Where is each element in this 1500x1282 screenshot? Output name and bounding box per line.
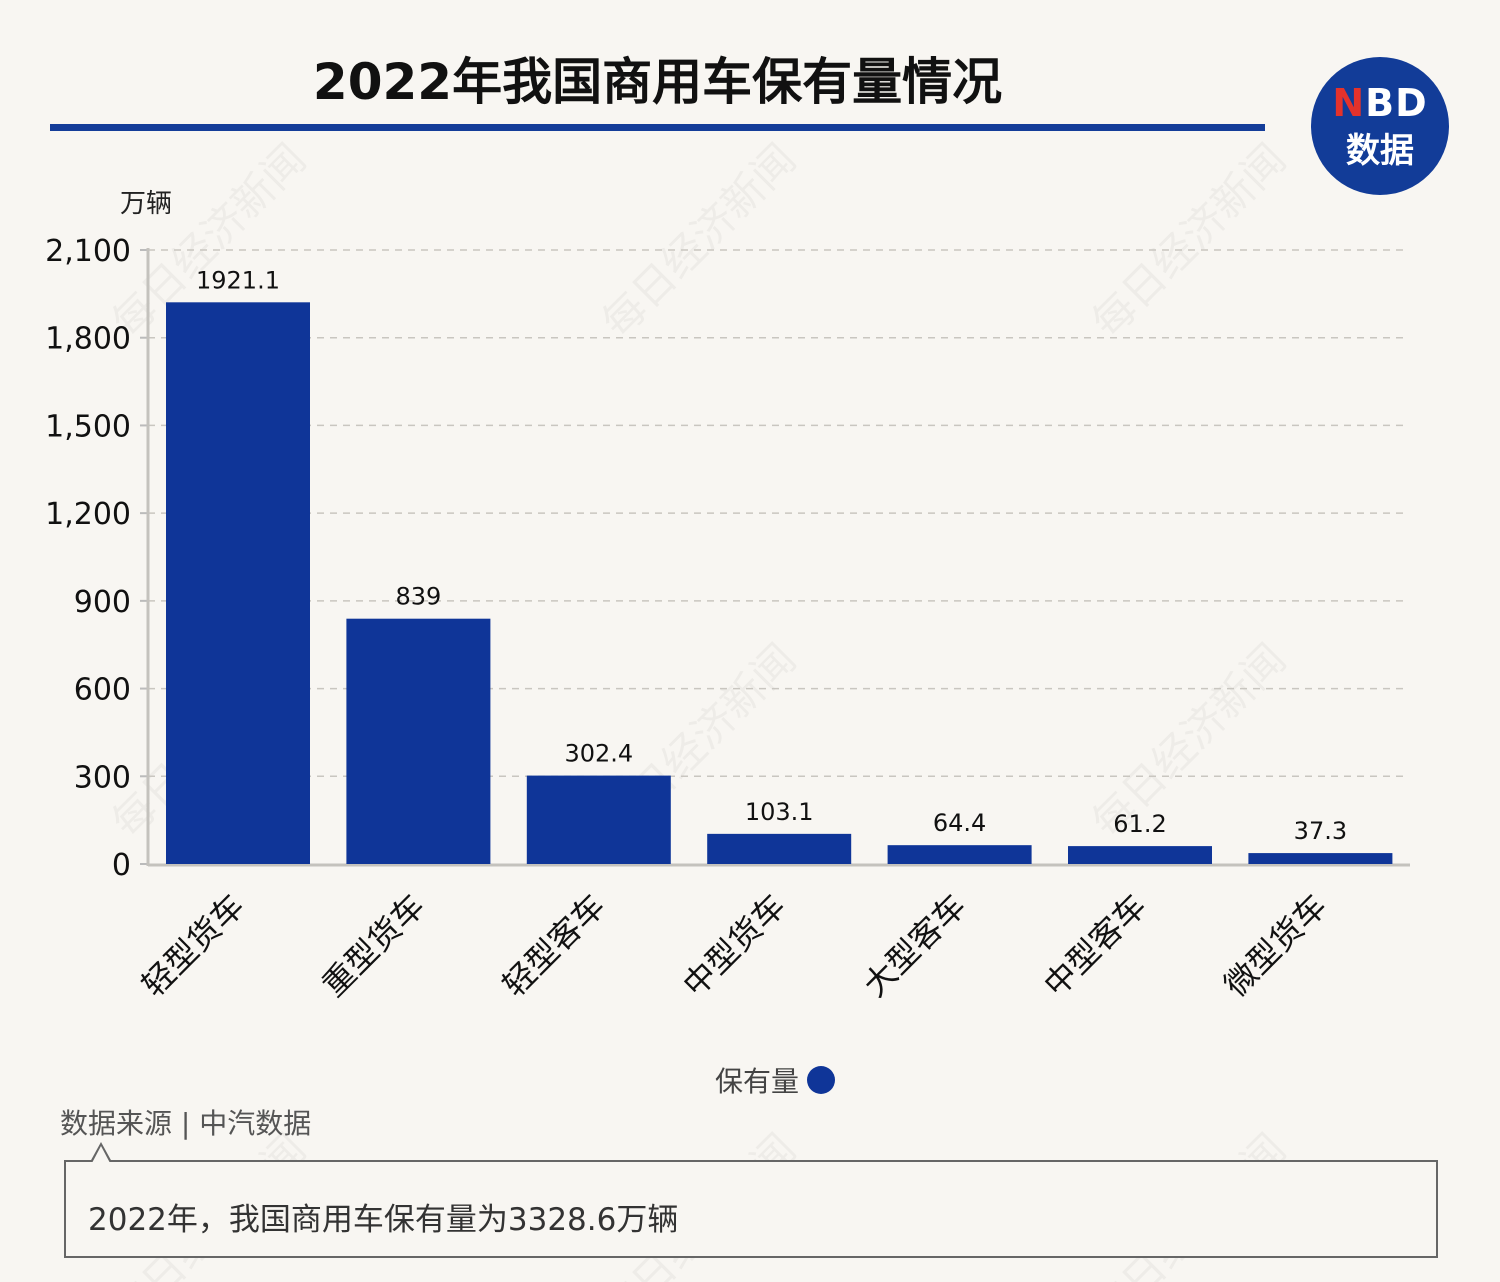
x-tick-label: 大型客车: [856, 887, 973, 1004]
gridlines: [140, 249, 1405, 865]
data-label: 1921.1: [196, 266, 280, 294]
logo-bottom-text: 数据: [1346, 131, 1414, 171]
axes: [146, 248, 1410, 867]
legend-swatch: [807, 1066, 836, 1094]
data-labels: 1921.1 839 302.4 103.1 64.4 61.2 37.3: [196, 266, 1347, 845]
y-tick-label: 300: [74, 760, 131, 795]
y-axis-unit: 万辆: [120, 189, 172, 219]
y-tick-label: 900: [74, 585, 131, 620]
logo-top-text: NBD: [1332, 81, 1428, 125]
bar-3: [707, 833, 852, 864]
x-tick-label: 重型货车: [315, 887, 432, 1004]
bar-1: [346, 618, 491, 864]
bar-6: [1248, 853, 1393, 864]
x-tick-label: 微型货车: [1217, 887, 1334, 1004]
nbd-logo: NBD 数据: [1311, 57, 1449, 195]
watermark-text: 每日经济新闻: [1082, 134, 1295, 347]
y-tick-label: 2,100: [45, 234, 131, 269]
y-tick-label: 1,500: [45, 409, 131, 444]
y-tick-label: 0: [112, 848, 131, 883]
data-label: 302.4: [564, 740, 633, 768]
data-label: 61.2: [1113, 810, 1166, 838]
x-tick-label: 轻型货车: [134, 887, 251, 1004]
bar-5: [1068, 846, 1212, 864]
x-tick-labels: 轻型货车 重型货车 轻型客车 中型货车 大型客车 中型客车 微型货车: [134, 887, 1334, 1004]
y-tick-label: 1,800: [45, 322, 131, 357]
watermark-text: 每日经济新闻: [592, 134, 805, 347]
y-tick-label: 1,200: [45, 497, 131, 532]
x-tick-label: 中型客车: [1036, 887, 1153, 1004]
legend-label: 保有量: [715, 1065, 800, 1098]
data-label: 839: [395, 583, 441, 611]
bar-2: [526, 775, 671, 864]
summary-box: 2022年，我国商用车保有量为3328.6万辆: [64, 1142, 1438, 1258]
bar-4: [887, 845, 1032, 864]
bars: [166, 302, 1393, 864]
data-label: 103.1: [745, 798, 814, 826]
title-underline: [50, 124, 1265, 131]
x-tick-label: 中型货车: [675, 887, 792, 1004]
data-source: 数据来源 | 中汽数据: [60, 1107, 312, 1140]
y-tick-label: 600: [74, 673, 131, 708]
chart-title: 2022年我国商用车保有量情况: [312, 53, 1003, 111]
x-tick-label: 轻型客车: [495, 887, 612, 1004]
data-label: 37.3: [1294, 817, 1347, 845]
data-label: 64.4: [933, 809, 986, 837]
y-tick-labels: 0 300 600 900 1,200 1,500 1,800 2,100: [45, 234, 131, 883]
bar-0: [166, 302, 310, 864]
summary-text: 2022年，我国商用车保有量为3328.6万辆: [88, 1202, 679, 1238]
legend: 保有量: [715, 1060, 836, 1100]
